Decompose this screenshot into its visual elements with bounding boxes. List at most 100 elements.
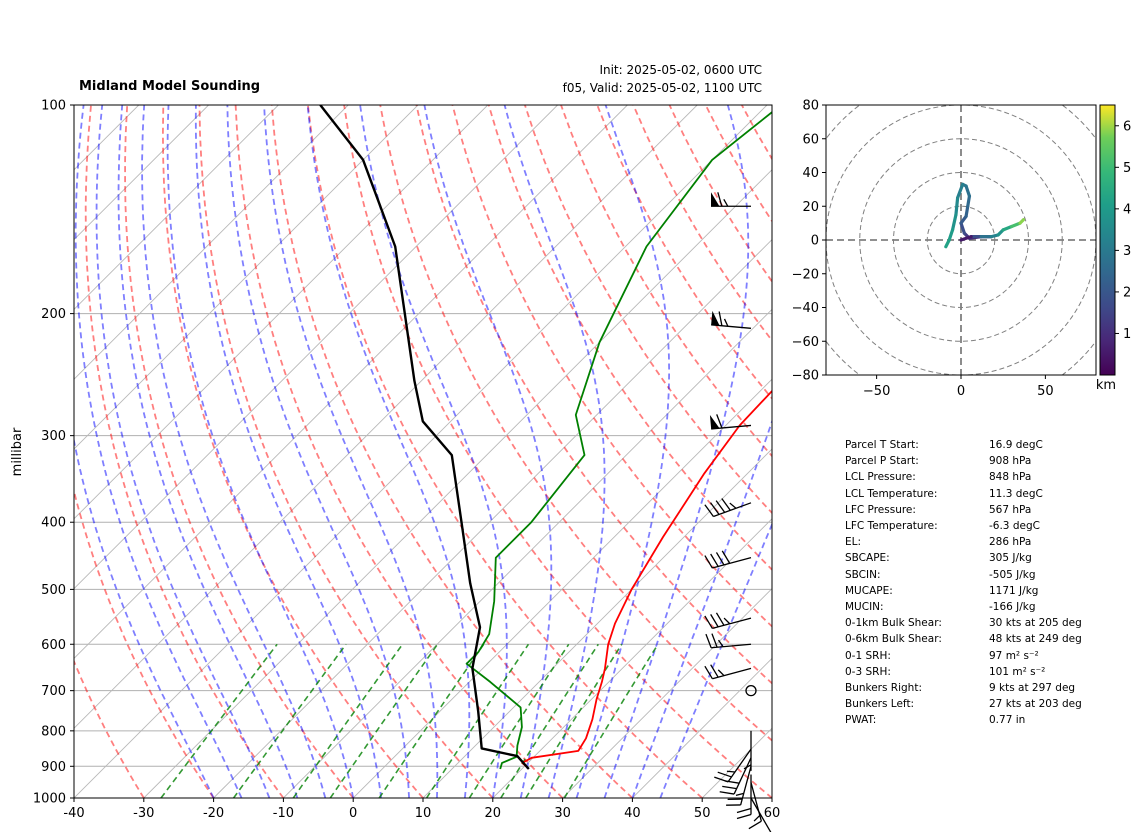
- barb-full: [711, 633, 718, 648]
- plot-frame: [73, 104, 773, 799]
- barb-staff: [733, 757, 752, 795]
- parameter-value: 0.77 in: [989, 714, 1026, 727]
- dry-adiabat-line: [198, 105, 494, 798]
- wind-barb: [748, 782, 762, 830]
- mixing-ratio-line: [378, 643, 485, 798]
- isotherm-line: [143, 169, 772, 798]
- parameter-value: 305 J/kg: [989, 552, 1032, 565]
- parameter-value: 48 kts at 249 deg: [989, 633, 1082, 646]
- barb-full: [709, 502, 720, 515]
- hodo-y-tick-label: −80: [792, 369, 819, 384]
- parameter-value: 1171 J/kg: [989, 584, 1039, 597]
- dry-adiabat-line: [343, 105, 772, 798]
- hodo-y-tick-label: 40: [802, 166, 819, 181]
- parameter-label: 0-1km Bulk Shear:: [845, 617, 942, 630]
- wind-barb: [714, 748, 752, 783]
- wind-barb: [745, 685, 757, 697]
- colorbar-tick-label: 2: [1123, 285, 1131, 300]
- x-tick-label: -20: [203, 806, 224, 821]
- hodograph-segment: [950, 213, 958, 232]
- wind-barb: [736, 774, 752, 820]
- isotherm-line: [562, 587, 772, 798]
- isotherm-line: [74, 105, 279, 311]
- moist-adiabat-line: [95, 105, 271, 798]
- isotherm-line: [74, 105, 489, 520]
- hodo-x-tick-label: −50: [863, 384, 890, 399]
- wind-barb: [726, 766, 752, 806]
- barb-flag: [709, 414, 720, 429]
- y-tick-label: 400: [41, 516, 66, 531]
- y-tick-label: 300: [41, 429, 66, 444]
- parameter-label: MUCIN:: [845, 601, 884, 614]
- mixing-ratio-line: [425, 643, 530, 798]
- barb-full: [717, 771, 732, 778]
- y-tick-label: 100: [41, 99, 66, 114]
- hodo-x-tick-label: 50: [1037, 384, 1054, 399]
- parameter-row: Parcel T Start: 16.9 degC: [845, 437, 1082, 453]
- mixing-ratio-line: [292, 643, 404, 798]
- dry-adiabat-line: [596, 105, 772, 400]
- parameter-value: -6.3 degC: [989, 520, 1040, 533]
- dewpoint-trace: [465, 111, 772, 770]
- parameter-label: LFC Pressure:: [845, 503, 916, 516]
- moist-adiabat-line: [74, 436, 215, 798]
- isotherm-line: [74, 105, 209, 241]
- parameter-label: Parcel P Start:: [845, 455, 919, 468]
- barb-full: [710, 614, 719, 628]
- hodograph-segment: [964, 184, 972, 198]
- moist-adiabat-line: [503, 105, 606, 798]
- parameter-label: SBCIN:: [845, 568, 881, 581]
- y-tick-label: 600: [41, 638, 66, 653]
- parameter-row: 0-6km Bulk Shear: 48 kts at 249 deg: [845, 631, 1082, 647]
- parameter-row: SBCIN: -505 J/kg: [845, 567, 1082, 583]
- barb-staff: [712, 557, 752, 569]
- dry-adiabat-line: [668, 105, 772, 284]
- parameter-row: Parcel P Start: 908 hPa: [845, 453, 1082, 469]
- isotherm-line: [422, 448, 772, 798]
- barb-full: [704, 615, 713, 629]
- isotherm-line: [74, 105, 768, 798]
- moist-adiabat-line: [74, 105, 243, 798]
- wind-barb: [709, 414, 752, 430]
- barb-full: [736, 813, 752, 820]
- parcel-trace: [319, 105, 530, 770]
- hodograph-area: [826, 105, 1096, 375]
- hodo-y-tick-label: 0: [811, 234, 819, 249]
- barb-staff: [713, 502, 752, 518]
- colorbar-tick-label: 4: [1123, 202, 1131, 217]
- barb-half: [723, 617, 731, 625]
- parameter-label: SBCAPE:: [845, 552, 890, 565]
- parameter-label: 0-1 SRH:: [845, 649, 891, 662]
- isotherm-line: [283, 308, 772, 798]
- moist-adiabat-line: [117, 105, 299, 798]
- moist-adiabat-line: [141, 105, 327, 798]
- y-tick-label: 1000: [33, 792, 66, 807]
- barb-full: [704, 555, 713, 569]
- barb-staff: [750, 797, 772, 832]
- barb-full: [710, 553, 719, 567]
- isotherm-line: [492, 518, 772, 798]
- x-tick-label: -40: [63, 806, 84, 821]
- parameter-row: LCL Temperature: 11.3 degC: [845, 486, 1082, 502]
- parameter-label: LCL Temperature:: [845, 487, 938, 500]
- barb-full: [721, 498, 731, 511]
- barb-half: [723, 198, 729, 207]
- barb-full: [721, 550, 731, 564]
- isotherm-line: [771, 797, 772, 798]
- isotherm-line: [74, 105, 698, 729]
- hodo-y-tick-label: 20: [802, 200, 819, 215]
- parameter-row: MUCIN: -166 J/kg: [845, 599, 1082, 615]
- barb-full: [715, 612, 725, 626]
- barb-full: [748, 820, 762, 830]
- barb-staff: [740, 766, 752, 806]
- parameter-value: 11.3 degC: [989, 487, 1043, 500]
- dry-adiabat-line: [524, 105, 772, 515]
- x-tick-label: -30: [133, 806, 154, 821]
- isotherm-line: [74, 105, 419, 450]
- moist-adiabat-line: [423, 105, 553, 798]
- moist-adiabat-line: [226, 105, 410, 798]
- isotherm-line: [74, 105, 628, 660]
- moist-adiabat-line: [659, 522, 772, 798]
- x-tick-label: 30: [554, 806, 571, 821]
